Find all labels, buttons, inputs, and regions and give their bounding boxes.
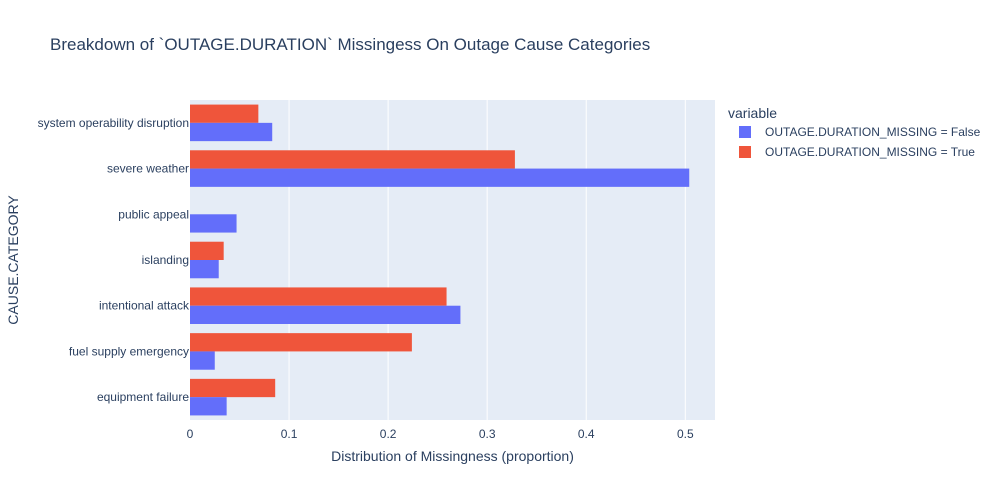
bar xyxy=(190,168,690,187)
bar xyxy=(190,305,461,324)
bar xyxy=(190,351,215,370)
y-axis-title: CAUSE.CATEGORY xyxy=(5,195,21,325)
y-tick-label: system operability disruption xyxy=(38,116,189,130)
y-tick-label: intentional attack xyxy=(99,299,190,313)
x-tick-label: 0.1 xyxy=(281,427,298,441)
chart-title: Breakdown of `OUTAGE.DURATION` Missinges… xyxy=(50,35,650,54)
x-axis-title: Distribution of Missingness (proportion) xyxy=(331,448,574,464)
x-tick-label: 0.3 xyxy=(479,427,496,441)
bars xyxy=(190,104,690,416)
bar xyxy=(190,287,447,306)
plot-area xyxy=(190,100,715,420)
x-tick-label: 0.4 xyxy=(578,427,595,441)
x-axis-ticks: 0 0.1 0.2 0.3 0.4 0.5 xyxy=(187,427,694,441)
y-tick-label: islanding xyxy=(142,253,189,267)
x-tick-label: 0 xyxy=(187,427,194,441)
y-tick-label: equipment failure xyxy=(97,390,189,404)
y-axis-ticks: equipment failure fuel supply emergency in… xyxy=(38,116,190,404)
bar xyxy=(190,150,515,169)
bar xyxy=(190,241,224,260)
x-tick-label: 0.5 xyxy=(677,427,694,441)
legend-label: OUTAGE.DURATION_MISSING = True xyxy=(765,145,975,159)
legend-label: OUTAGE.DURATION_MISSING = False xyxy=(765,125,981,139)
bar xyxy=(190,333,412,352)
bar xyxy=(190,260,219,279)
legend-swatch xyxy=(739,126,751,138)
y-tick-label: severe weather xyxy=(107,162,189,176)
bar xyxy=(190,397,227,416)
x-tick-label: 0.2 xyxy=(380,427,397,441)
y-tick-label: fuel supply emergency xyxy=(69,344,189,358)
bar xyxy=(190,214,237,233)
legend: variable OUTAGE.DURATION_MISSING = False… xyxy=(728,105,981,159)
legend-title: variable xyxy=(728,105,777,121)
legend-swatch xyxy=(739,146,751,158)
bar xyxy=(190,122,273,142)
bar xyxy=(190,378,276,398)
bar xyxy=(190,104,259,123)
y-tick-label: public appeal xyxy=(118,207,189,221)
